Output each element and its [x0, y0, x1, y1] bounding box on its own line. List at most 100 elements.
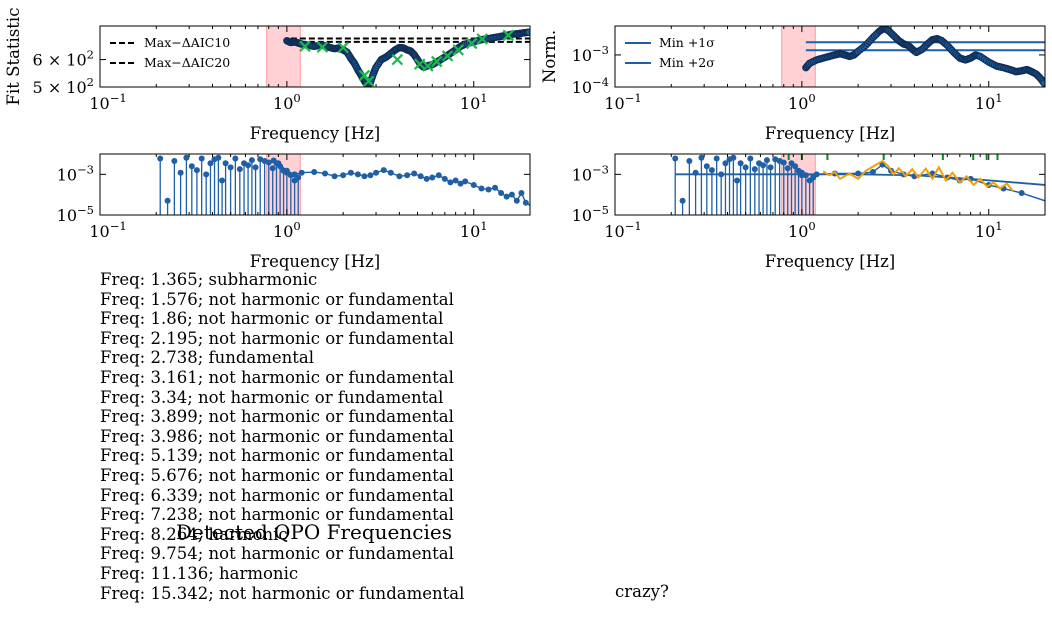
qpo-item: Freq: 2.738; fundamental	[100, 348, 315, 368]
stem-point	[198, 155, 205, 162]
stem-point	[232, 155, 239, 162]
qpo-item: Freq: 5.676; not harmonic or fundamental	[100, 465, 454, 485]
panel-power-left: 10−1 100 101 10−5 10−3 Frequency [Hz]	[57, 153, 531, 271]
qpo-item: Freq: 7.238; not harmonic or fundamental	[100, 505, 454, 525]
stem-point	[252, 164, 259, 171]
data-point	[311, 169, 318, 176]
qpo-item: Freq: 6.339; not harmonic or fundamental	[100, 485, 454, 505]
legend-label: Min +1σ	[659, 35, 715, 50]
x-tick-label: 100	[273, 219, 301, 241]
qpo-item: Freq: 1.576; not harmonic or fundamental	[100, 289, 454, 309]
data-point	[347, 169, 354, 176]
qpo-marker	[452, 44, 465, 56]
data-point	[513, 197, 520, 204]
data-point	[1040, 79, 1045, 87]
stem-point	[730, 154, 737, 161]
qpo-item: Freq: 1.365; subharmonic	[100, 270, 318, 289]
y-tick-label: 6 × 102	[33, 48, 94, 70]
data-point	[423, 175, 430, 182]
stem-point	[792, 163, 799, 170]
stem-point	[188, 163, 195, 170]
data-point	[283, 167, 290, 174]
data-point	[417, 173, 424, 180]
stem-point	[177, 169, 184, 176]
stem-point	[767, 164, 774, 171]
data-line	[273, 159, 530, 206]
stem-point	[248, 157, 255, 164]
data-point	[270, 157, 277, 164]
data-point	[855, 170, 862, 177]
qpo-item: Freq: 11.136; harmonic	[100, 563, 299, 583]
x-tick-label: 10−1	[89, 91, 126, 113]
y-tick-label: 10−5	[57, 203, 94, 225]
stem-point	[734, 177, 741, 184]
stem-point	[215, 154, 222, 161]
data-point	[404, 172, 411, 179]
qpo-item: Freq: 15.342; not harmonic or fundamenta…	[100, 583, 465, 603]
x-tick-label: 10−1	[604, 219, 641, 241]
data-point	[340, 172, 347, 179]
stem-point	[269, 165, 276, 172]
y-tick-label: 5 × 102	[33, 75, 94, 97]
qpo-item: Freq: 1.86; not harmonic or fundamental	[100, 309, 444, 329]
stem-point	[222, 160, 229, 167]
stem-point	[164, 197, 171, 204]
data-point	[1018, 190, 1025, 197]
data-point	[298, 169, 305, 176]
stem-point	[672, 155, 679, 162]
x-axis-label: Frequency [Hz]	[250, 252, 380, 271]
data-point	[435, 172, 442, 179]
legend-label: Max−ΔAIC20	[144, 55, 230, 70]
qpo-item: Freq: 3.899; not harmonic or fundamental	[100, 407, 454, 427]
baseline-line	[675, 173, 1045, 186]
stem-point	[171, 158, 178, 165]
data-point	[387, 169, 394, 176]
data-point	[452, 177, 459, 184]
stem-point	[679, 197, 686, 204]
data-point	[798, 172, 805, 179]
qpo-marker	[337, 41, 349, 54]
stem-point	[708, 167, 715, 174]
qpo-item: Freq: 3.161; not harmonic or fundamental	[100, 367, 454, 387]
stem-point	[747, 155, 754, 162]
qpo-marker	[316, 41, 329, 53]
stem-point	[742, 164, 749, 171]
qpo-item: Freq: 3.986; not harmonic or fundamental	[100, 426, 454, 446]
x-tick-label: 10−1	[604, 91, 641, 113]
data-point	[447, 179, 454, 186]
y-axis-label: Fit Statistic	[4, 8, 23, 106]
stem-point	[207, 160, 214, 167]
legend-label: Min +2σ	[659, 55, 715, 70]
y-tick-label: 10−5	[572, 203, 609, 225]
stem-point	[236, 166, 243, 173]
qpo-list: Freq: 1.365; subharmonic Freq: 1.576; not…	[100, 270, 464, 603]
data-point	[498, 190, 505, 197]
qpo-marker	[299, 40, 311, 53]
panel-fit-statistic: 10−1 100 101 5 × 102 6 × 102 Frequency [Hz] Fi…	[4, 8, 531, 143]
data-point	[331, 173, 338, 180]
data-point	[322, 170, 329, 177]
data-point	[478, 185, 485, 192]
data-point	[492, 184, 499, 191]
data-point	[470, 181, 477, 188]
stem-point	[157, 155, 164, 162]
stem-point	[265, 159, 272, 166]
stem-point	[751, 166, 758, 173]
x-axis-label: Frequency [Hz]	[765, 252, 895, 271]
qpo-item: Freq: 9.754; not harmonic or fundamental	[100, 544, 454, 564]
qpo-item: Freq: 2.195; not harmonic or fundamental	[100, 328, 454, 348]
data-point	[441, 175, 448, 182]
qpo-marker	[465, 37, 478, 50]
data-point	[457, 180, 464, 187]
shaded-span	[266, 26, 301, 87]
x-tick-label: 100	[273, 91, 301, 113]
axes-frame	[614, 153, 1046, 216]
qpo-marker	[422, 60, 434, 72]
stem-point	[780, 159, 787, 166]
model-line	[822, 159, 1014, 192]
legend-label: Max−ΔAIC10	[144, 35, 230, 50]
data-point	[354, 171, 361, 178]
qpo-marker	[502, 29, 515, 42]
qpo-item: Freq: 3.34; not harmonic or fundamental	[100, 387, 444, 407]
